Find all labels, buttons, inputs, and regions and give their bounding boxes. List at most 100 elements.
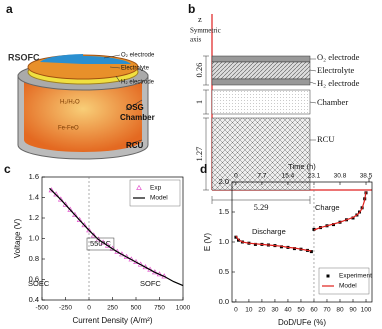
axis-label: z bbox=[198, 14, 202, 24]
data-point bbox=[90, 232, 97, 238]
annotation: Charge bbox=[315, 203, 340, 212]
rcu-layer bbox=[211, 117, 311, 191]
legend-label: Experiment bbox=[339, 273, 372, 280]
x-axis-label: DoD/UFe (%) bbox=[278, 318, 326, 327]
panel-b: b z Symmetric axis r O₂ electrode Electr… bbox=[188, 2, 372, 212]
x-tick-label: 0 bbox=[234, 307, 238, 314]
y-axis-label: E (V) bbox=[203, 233, 212, 252]
label: Electrolyte bbox=[317, 65, 355, 75]
x-tick-label: 750 bbox=[154, 305, 165, 312]
x-tick-label: 50 bbox=[297, 307, 305, 314]
panel-a: a RSOFC O₂ electrode Electrolyte H₂ elec… bbox=[6, 2, 155, 160]
y-tick-label: 1.0 bbox=[219, 237, 229, 246]
y-tick-label: 0.5 bbox=[219, 267, 229, 276]
x-tick-label: 20 bbox=[258, 307, 266, 314]
label: RCU bbox=[317, 134, 334, 144]
h2-layer bbox=[211, 78, 311, 86]
x-tick-label: 60 bbox=[310, 307, 318, 314]
x2-tick-label: 7.7 bbox=[257, 173, 266, 180]
x2-axis-label: Time (h) bbox=[288, 162, 316, 171]
x2-tick-label: 38.5 bbox=[360, 173, 373, 180]
y-tick-label: 1.0 bbox=[29, 233, 39, 242]
y-tick-label: 0.0 bbox=[219, 297, 229, 306]
x-tick-label: 1000 bbox=[176, 305, 191, 312]
legend-label: Model bbox=[150, 195, 168, 202]
panel-label: b bbox=[188, 2, 195, 16]
x-tick-label: 90 bbox=[349, 307, 357, 314]
x-tick-label: 250 bbox=[107, 305, 118, 312]
title: RSOFC bbox=[8, 52, 40, 62]
leader-lines bbox=[103, 54, 143, 146]
x-tick-label: 70 bbox=[323, 307, 331, 314]
leader-lines bbox=[309, 58, 317, 141]
x2-tick-label: 15.4 bbox=[282, 173, 295, 180]
label: Electrolyte bbox=[121, 66, 150, 72]
y-tick-label: 0.6 bbox=[29, 274, 39, 283]
legend-box bbox=[129, 179, 181, 207]
label: RCU bbox=[126, 141, 144, 150]
x-tick-label: 10 bbox=[245, 307, 253, 314]
x-tick-label: -250 bbox=[59, 305, 72, 312]
chamber-fill bbox=[24, 80, 142, 152]
label: OSG bbox=[126, 103, 144, 112]
x2-tick-label: 0 bbox=[234, 173, 238, 180]
x2-tick-label: 23.1 bbox=[308, 173, 321, 180]
x2-tick-label: 30.8 bbox=[334, 173, 347, 180]
axis-note: axis bbox=[190, 36, 202, 44]
legend-swatch bbox=[136, 184, 142, 190]
x-tick-label: 80 bbox=[336, 307, 344, 314]
o2-electrode-shape bbox=[40, 54, 131, 64]
y-tick-label: 2.0 bbox=[219, 177, 229, 186]
y-tick-label: 1.6 bbox=[29, 172, 39, 181]
y-tick-label: 1.5 bbox=[219, 207, 229, 216]
data-point bbox=[234, 235, 238, 239]
y-tick-label: 1.4 bbox=[29, 192, 39, 201]
label: O₂ electrode bbox=[317, 52, 360, 62]
label: O₂ electrode bbox=[121, 53, 155, 59]
x-tick-label: -500 bbox=[35, 305, 48, 312]
annotation: SOEC bbox=[28, 279, 50, 288]
x-tick-label: 40 bbox=[284, 307, 292, 314]
annotation: 550°C bbox=[90, 239, 112, 248]
dimension: 0.26 bbox=[194, 63, 204, 78]
dimension: 1 bbox=[194, 100, 204, 104]
dimension-lines bbox=[203, 55, 209, 191]
y-tick-label: 0.8 bbox=[29, 254, 39, 263]
x-tick-label: 500 bbox=[131, 305, 142, 312]
annotation: Discharge bbox=[252, 227, 286, 236]
label: H₂/H₂O bbox=[60, 100, 80, 106]
legend-box bbox=[318, 267, 370, 295]
panel-label: a bbox=[6, 2, 13, 16]
label: H₂ electrode bbox=[121, 80, 155, 86]
y-tick-label: 1.2 bbox=[29, 213, 39, 222]
legend-swatch bbox=[326, 274, 330, 278]
label: H₂ electrode bbox=[317, 78, 360, 88]
label: Fe-FeO bbox=[58, 126, 79, 132]
series-line bbox=[49, 187, 184, 287]
annotation-box bbox=[86, 237, 115, 251]
y-tick-label: 0.4 bbox=[29, 295, 39, 304]
legend-label: Exp bbox=[150, 185, 162, 192]
series-line bbox=[235, 191, 367, 252]
axis-note: Symmetric bbox=[190, 27, 221, 35]
axis-label: r bbox=[368, 174, 371, 184]
annotation: SOFC bbox=[140, 279, 161, 288]
x-tick-label: 0 bbox=[87, 305, 91, 312]
x-tick-label: 30 bbox=[271, 307, 279, 314]
electrolyte-layer bbox=[211, 61, 311, 80]
chamber-layer bbox=[211, 89, 311, 115]
dimension: 1.27 bbox=[194, 147, 204, 162]
dimension: 5.29 bbox=[254, 202, 269, 212]
panel-label: d bbox=[200, 162, 207, 176]
y-axis-label: Voltage (V) bbox=[13, 218, 22, 258]
label: Chamber bbox=[317, 97, 348, 107]
o2-layer bbox=[211, 55, 311, 63]
x-tick-label: 100 bbox=[361, 307, 372, 314]
x-axis-label: Current Density (A/m²) bbox=[72, 316, 152, 325]
legend-label: Model bbox=[339, 283, 357, 290]
panel-label: c bbox=[4, 162, 11, 176]
data-point bbox=[309, 250, 313, 254]
dimension-lines bbox=[211, 196, 311, 204]
label: Chamber bbox=[120, 113, 155, 122]
